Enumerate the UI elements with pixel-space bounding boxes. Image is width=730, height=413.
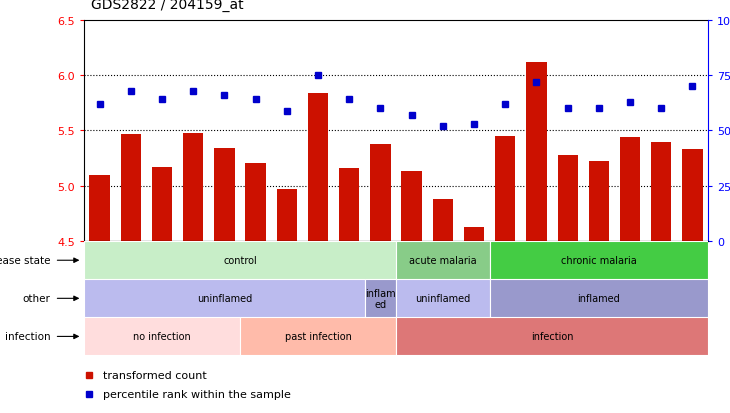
Bar: [84, 318, 240, 356]
Bar: [588, 162, 609, 242]
Bar: [84, 242, 396, 280]
Text: past infection: past infection: [285, 332, 351, 342]
Bar: [490, 242, 708, 280]
Bar: [464, 227, 484, 242]
Bar: [402, 172, 422, 242]
Text: other: other: [23, 294, 50, 304]
Text: infection: infection: [4, 332, 50, 342]
Bar: [396, 242, 490, 280]
Bar: [558, 155, 578, 242]
Bar: [370, 145, 391, 242]
Bar: [339, 169, 359, 242]
Bar: [183, 133, 204, 242]
Text: inflam
ed: inflam ed: [365, 288, 396, 309]
Bar: [152, 168, 172, 242]
Text: disease state: disease state: [0, 256, 50, 266]
Bar: [526, 63, 547, 242]
Bar: [89, 176, 110, 242]
Text: acute malaria: acute malaria: [409, 256, 477, 266]
Bar: [308, 94, 328, 242]
Bar: [84, 280, 365, 318]
Text: transformed count: transformed count: [103, 370, 207, 380]
Text: uninflamed: uninflamed: [197, 294, 252, 304]
Text: percentile rank within the sample: percentile rank within the sample: [103, 389, 291, 399]
Text: uninflamed: uninflamed: [415, 294, 470, 304]
Text: infection: infection: [531, 332, 573, 342]
Text: inflamed: inflamed: [577, 294, 620, 304]
Bar: [214, 149, 234, 242]
Bar: [433, 199, 453, 242]
Bar: [245, 163, 266, 242]
Bar: [277, 190, 297, 242]
Bar: [120, 135, 141, 242]
Text: no infection: no infection: [133, 332, 191, 342]
Text: GDS2822 / 204159_at: GDS2822 / 204159_at: [91, 0, 244, 12]
Bar: [365, 280, 396, 318]
Text: chronic malaria: chronic malaria: [561, 256, 637, 266]
Text: control: control: [223, 256, 257, 266]
Bar: [396, 280, 490, 318]
Bar: [490, 280, 708, 318]
Bar: [495, 137, 515, 242]
Bar: [620, 138, 640, 242]
Bar: [651, 142, 672, 242]
Bar: [683, 150, 703, 242]
Bar: [240, 318, 396, 356]
Bar: [396, 318, 708, 356]
